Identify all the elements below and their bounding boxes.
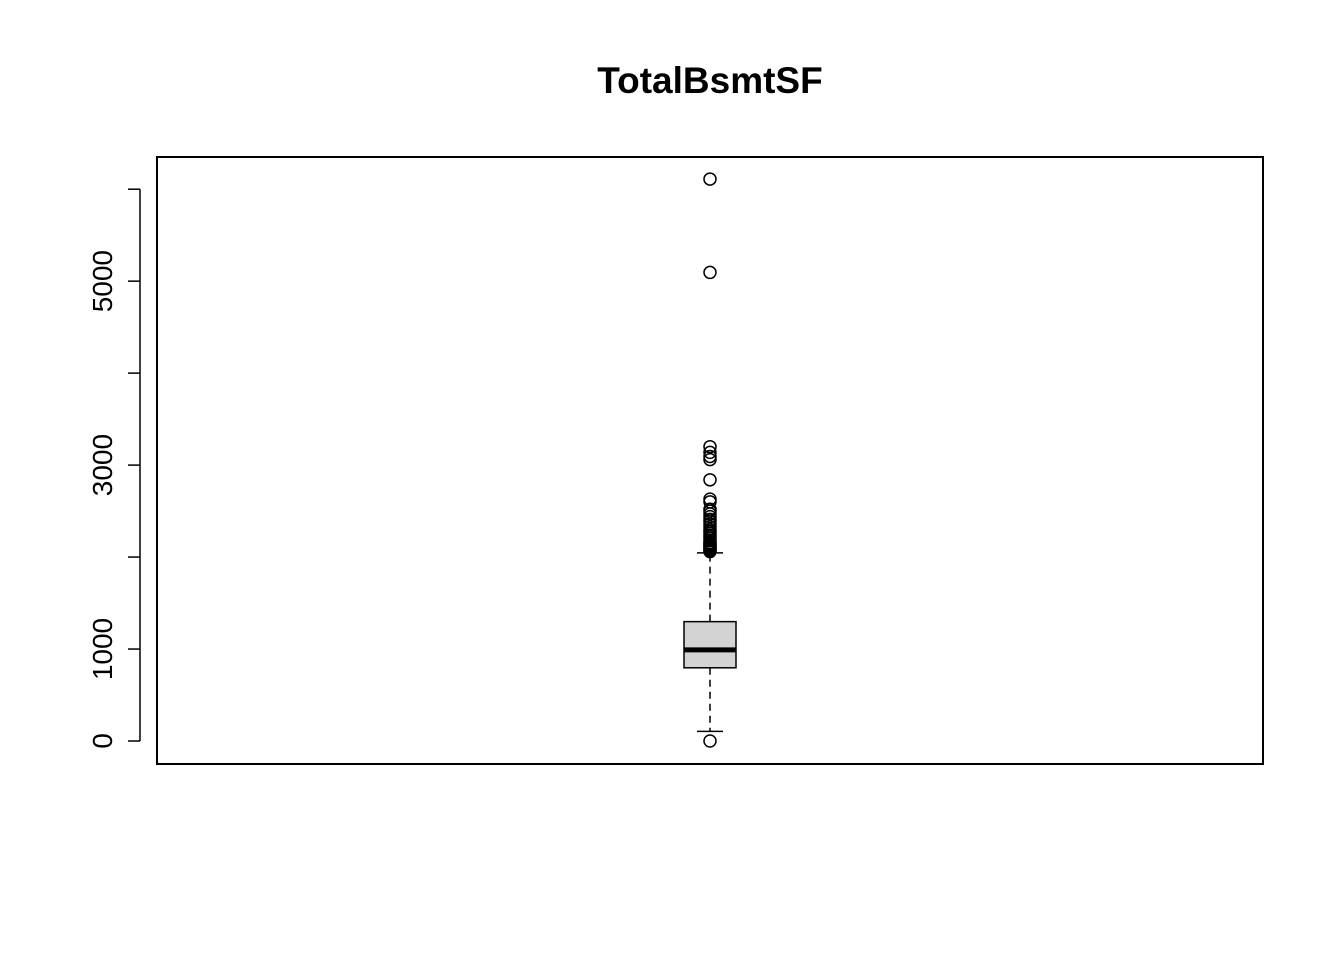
outlier-point — [703, 473, 717, 487]
outlier-point — [703, 439, 717, 454]
outlier-point — [703, 495, 717, 509]
box-layer — [683, 552, 737, 733]
outlier-point — [703, 734, 717, 748]
y-tick-label: 3000 — [87, 434, 118, 496]
chart-title: TotalBsmtSF — [597, 60, 822, 101]
y-tick-label: 1000 — [87, 618, 118, 680]
outlier-point — [703, 452, 717, 467]
outlier-point — [703, 172, 717, 186]
iqr-box — [683, 620, 737, 669]
plot-frame — [156, 156, 1264, 765]
outlier-point — [703, 449, 717, 464]
y-axis: 0 1000 3000 5000 — [87, 188, 141, 749]
outlier-point — [703, 502, 717, 516]
outlier-point — [703, 492, 717, 506]
y-tick-label: 0 — [87, 733, 118, 749]
outlier-point — [703, 445, 717, 460]
outlier-layer — [703, 172, 717, 748]
outlier-point — [703, 265, 717, 280]
y-tick-label: 5000 — [87, 250, 118, 312]
